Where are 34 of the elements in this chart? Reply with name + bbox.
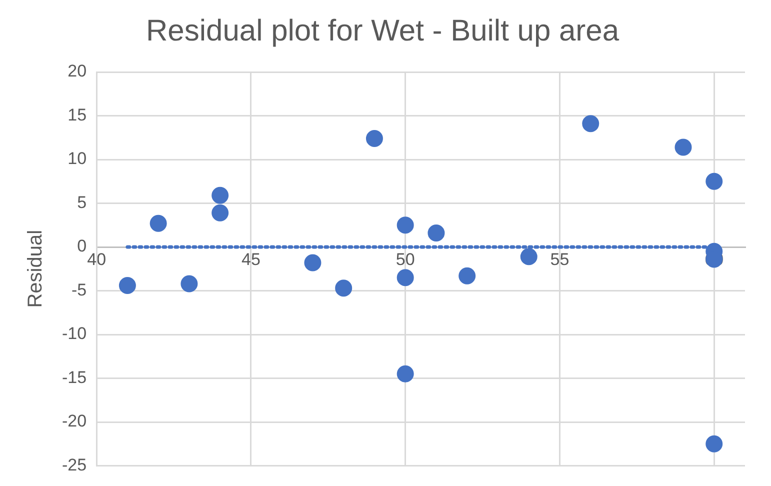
point [304,254,322,272]
point [520,248,538,266]
point [428,224,445,242]
point [118,277,136,294]
y-axis-title: Residual [24,230,47,308]
x-tick-label: 45 [241,250,260,269]
y-tick-label: 20 [68,62,87,81]
point [706,435,723,452]
y-tick-label: -20 [62,412,87,431]
y-tick-label: -5 [71,280,87,300]
point [674,138,692,156]
point [212,186,229,204]
point [335,280,352,297]
x-tick-label: 55 [550,250,570,269]
x-tick-label: 50 [396,250,415,269]
point [212,204,229,222]
y-tick-label: 5 [77,192,87,212]
y-tick-label: -10 [62,324,87,344]
point [582,115,600,132]
point [180,275,198,292]
point [150,214,167,232]
point [706,172,723,190]
chart-title: Residual plot for Wet - Built up area [146,14,620,48]
y-tick-label: 10 [68,149,87,168]
point [366,130,383,148]
y-tick-label: -15 [62,368,87,387]
point [396,365,414,382]
y-tick-label: -25 [62,455,87,474]
x-tick-label: 40 [87,250,106,269]
y-tick-label: 0 [77,236,87,256]
point [396,216,414,234]
y-tick-label: 15 [68,105,87,124]
point [396,269,414,286]
point [458,267,476,284]
